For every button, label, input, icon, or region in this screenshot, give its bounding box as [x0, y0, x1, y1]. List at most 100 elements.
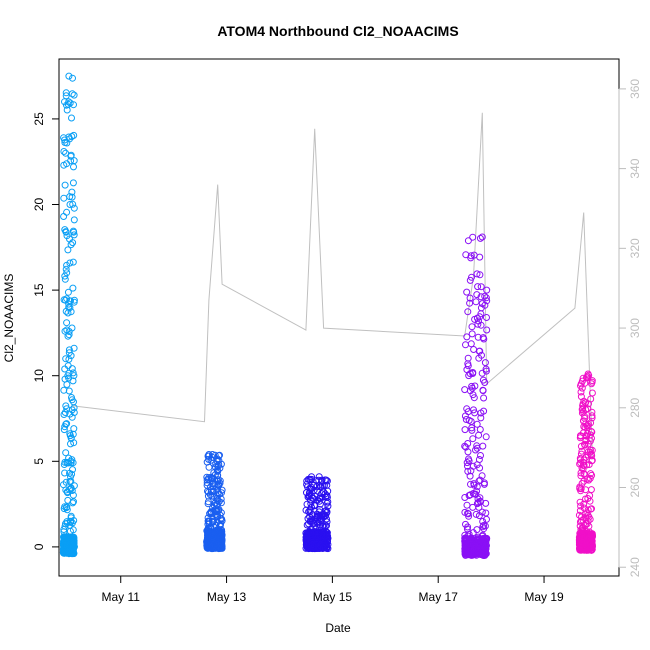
data-point	[323, 533, 331, 541]
data-point	[577, 487, 585, 495]
data-point	[61, 275, 69, 283]
data-point	[475, 431, 483, 439]
data-point	[60, 411, 68, 418]
data-point	[62, 265, 70, 273]
data-point	[578, 480, 586, 487]
data-point	[62, 92, 70, 100]
data-point	[461, 426, 469, 434]
data-point	[580, 477, 588, 485]
data-point	[580, 461, 588, 469]
data-point	[469, 233, 477, 241]
data-point	[467, 254, 475, 262]
data-point	[324, 502, 332, 510]
data-point	[210, 541, 218, 549]
data-point	[477, 452, 484, 459]
data-point	[467, 549, 475, 557]
data-point	[464, 237, 472, 245]
data-point	[70, 372, 78, 380]
data-point	[69, 227, 77, 235]
data-point	[218, 526, 225, 534]
data-point	[66, 259, 74, 267]
data-point	[588, 377, 596, 385]
data-point	[481, 292, 489, 300]
data-point	[473, 526, 481, 534]
data-point	[466, 299, 474, 307]
data-point	[309, 541, 316, 549]
data-point	[306, 496, 314, 504]
data-point	[462, 251, 470, 259]
data-point	[577, 469, 585, 477]
data-point	[579, 534, 586, 542]
data-point	[588, 389, 596, 397]
data-point	[324, 545, 332, 553]
data-point	[204, 498, 212, 506]
data-point	[323, 530, 331, 538]
y-tick-label: 15	[32, 283, 46, 297]
data-point	[467, 544, 475, 552]
y-tick-label: 5	[32, 458, 46, 465]
data-point	[63, 534, 71, 542]
y-axis-label: Cl2_NOAACIMS	[2, 274, 16, 363]
data-point	[62, 520, 69, 528]
data-point	[474, 499, 482, 506]
data-point	[319, 482, 327, 490]
data-point	[62, 538, 69, 546]
data-point	[465, 416, 473, 424]
data-point	[466, 472, 474, 480]
data-point	[464, 510, 472, 518]
data-point	[478, 233, 486, 241]
data-point	[464, 354, 472, 362]
data-point	[60, 461, 68, 468]
data-point	[61, 541, 69, 549]
y2-tick-label: 340	[628, 158, 642, 178]
data-point	[203, 458, 211, 466]
data-point	[476, 540, 484, 548]
data-point	[587, 505, 595, 513]
data-point	[480, 394, 488, 402]
data-point	[62, 402, 70, 410]
data-point	[474, 547, 482, 555]
y-tick-label: 0	[32, 543, 46, 550]
data-point	[62, 355, 70, 363]
data-point	[481, 544, 489, 552]
data-point	[65, 72, 73, 80]
data-point	[576, 498, 584, 506]
data-point	[63, 420, 71, 428]
data-point	[70, 91, 78, 99]
data-point	[65, 387, 73, 395]
data-point	[579, 465, 587, 473]
data-point	[304, 475, 312, 483]
x-axis-label: Date	[325, 621, 351, 635]
data-point	[481, 522, 489, 530]
data-point	[476, 494, 484, 502]
series-2	[203, 451, 226, 553]
data-point	[580, 544, 588, 552]
data-point	[483, 326, 491, 334]
y2-tick-label: 240	[628, 557, 642, 577]
data-point	[212, 540, 220, 548]
data-point	[462, 520, 469, 528]
data-point	[318, 531, 326, 539]
data-point	[205, 474, 213, 482]
data-point	[465, 512, 473, 520]
data-point	[61, 327, 69, 335]
data-point	[465, 455, 472, 463]
secondary-series-line	[72, 112, 593, 456]
data-point	[68, 519, 76, 527]
data-point	[461, 494, 469, 501]
data-point	[63, 504, 70, 512]
data-point	[476, 426, 484, 433]
data-point	[64, 246, 72, 254]
data-point	[587, 428, 595, 435]
data-point	[306, 513, 314, 521]
data-point	[61, 375, 69, 383]
data-point	[479, 376, 487, 384]
data-point	[587, 530, 595, 538]
y2-tick-label: 320	[628, 238, 642, 258]
data-point	[464, 509, 472, 517]
data-point	[67, 533, 75, 541]
data-point	[217, 544, 225, 552]
data-point	[582, 436, 590, 444]
data-point	[310, 519, 317, 527]
data-point	[214, 533, 222, 541]
